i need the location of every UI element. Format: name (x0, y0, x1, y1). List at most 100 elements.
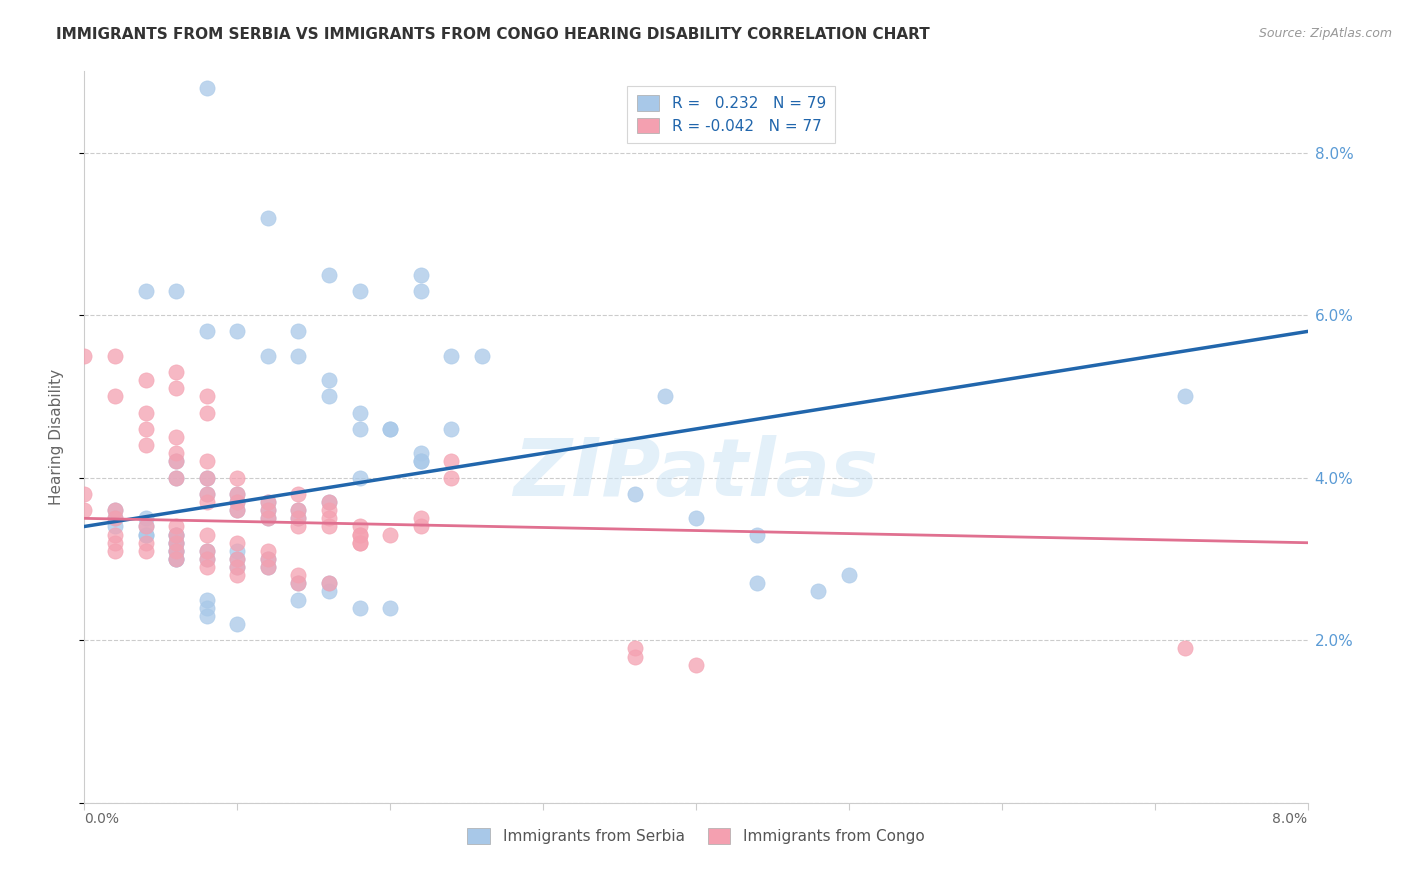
Point (195, 406, 218, 420)
Point (409, 454, 432, 468)
Point (104, 535, 127, 549)
Point (747, 527, 769, 541)
Point (685, 511, 707, 525)
Point (226, 535, 249, 549)
Point (654, 389, 676, 403)
Point (195, 552, 218, 566)
Point (349, 535, 371, 549)
Point (287, 503, 309, 517)
Point (349, 535, 371, 549)
Point (226, 487, 249, 501)
Point (349, 471, 371, 485)
Point (471, 349, 494, 363)
Point (257, 495, 280, 509)
Point (287, 576, 309, 591)
Point (195, 600, 218, 615)
Point (349, 527, 371, 541)
Point (226, 568, 249, 582)
Point (165, 519, 187, 533)
Point (838, 568, 860, 582)
Point (226, 325, 249, 339)
Point (440, 422, 463, 436)
Point (73, 503, 96, 517)
Point (287, 576, 309, 591)
Point (318, 511, 340, 525)
Point (226, 471, 249, 485)
Point (165, 544, 187, 558)
Point (135, 511, 157, 525)
Point (624, 487, 647, 501)
Point (135, 519, 157, 533)
Point (135, 535, 157, 549)
Point (287, 325, 309, 339)
Point (104, 544, 127, 558)
Point (226, 487, 249, 501)
Point (257, 503, 280, 517)
Point (257, 552, 280, 566)
Point (195, 608, 218, 623)
Text: 8.0%: 8.0% (1272, 812, 1308, 826)
Point (287, 511, 309, 525)
Point (195, 80, 218, 95)
Point (195, 487, 218, 501)
Point (1174, 641, 1197, 656)
Point (807, 584, 830, 599)
Point (195, 544, 218, 558)
Point (135, 373, 157, 387)
Point (135, 527, 157, 541)
Point (165, 552, 187, 566)
Point (349, 519, 371, 533)
Point (165, 552, 187, 566)
Text: 0.0%: 0.0% (84, 812, 120, 826)
Point (165, 430, 187, 444)
Point (257, 560, 280, 574)
Text: Source: ZipAtlas.com: Source: ZipAtlas.com (1258, 27, 1392, 40)
Point (195, 560, 218, 574)
Point (380, 422, 402, 436)
Point (349, 600, 371, 615)
Point (287, 487, 309, 501)
Point (1174, 389, 1197, 403)
Point (440, 471, 463, 485)
Point (318, 576, 340, 591)
Point (349, 527, 371, 541)
Point (165, 535, 187, 549)
Point (257, 349, 280, 363)
Point (195, 495, 218, 509)
Text: IMMIGRANTS FROM SERBIA VS IMMIGRANTS FROM CONGO HEARING DISABILITY CORRELATION C: IMMIGRANTS FROM SERBIA VS IMMIGRANTS FRO… (56, 27, 929, 42)
Point (104, 349, 127, 363)
Point (747, 576, 769, 591)
Point (380, 422, 402, 436)
Point (318, 495, 340, 509)
Point (287, 592, 309, 607)
Point (318, 389, 340, 403)
Point (257, 511, 280, 525)
Point (318, 576, 340, 591)
Point (226, 552, 249, 566)
Point (165, 527, 187, 541)
Point (195, 544, 218, 558)
Point (104, 503, 127, 517)
Point (226, 617, 249, 632)
Point (135, 422, 157, 436)
Point (257, 503, 280, 517)
Point (104, 503, 127, 517)
Point (257, 552, 280, 566)
Legend: Immigrants from Serbia, Immigrants from Congo: Immigrants from Serbia, Immigrants from … (461, 822, 931, 850)
Point (409, 268, 432, 282)
Point (287, 349, 309, 363)
Point (165, 446, 187, 460)
Point (257, 495, 280, 509)
Point (318, 495, 340, 509)
Point (195, 487, 218, 501)
Point (104, 527, 127, 541)
Point (226, 503, 249, 517)
Point (409, 284, 432, 298)
Point (165, 535, 187, 549)
Point (226, 503, 249, 517)
Point (195, 471, 218, 485)
Point (165, 471, 187, 485)
Point (685, 657, 707, 672)
Point (287, 503, 309, 517)
Point (73, 487, 96, 501)
